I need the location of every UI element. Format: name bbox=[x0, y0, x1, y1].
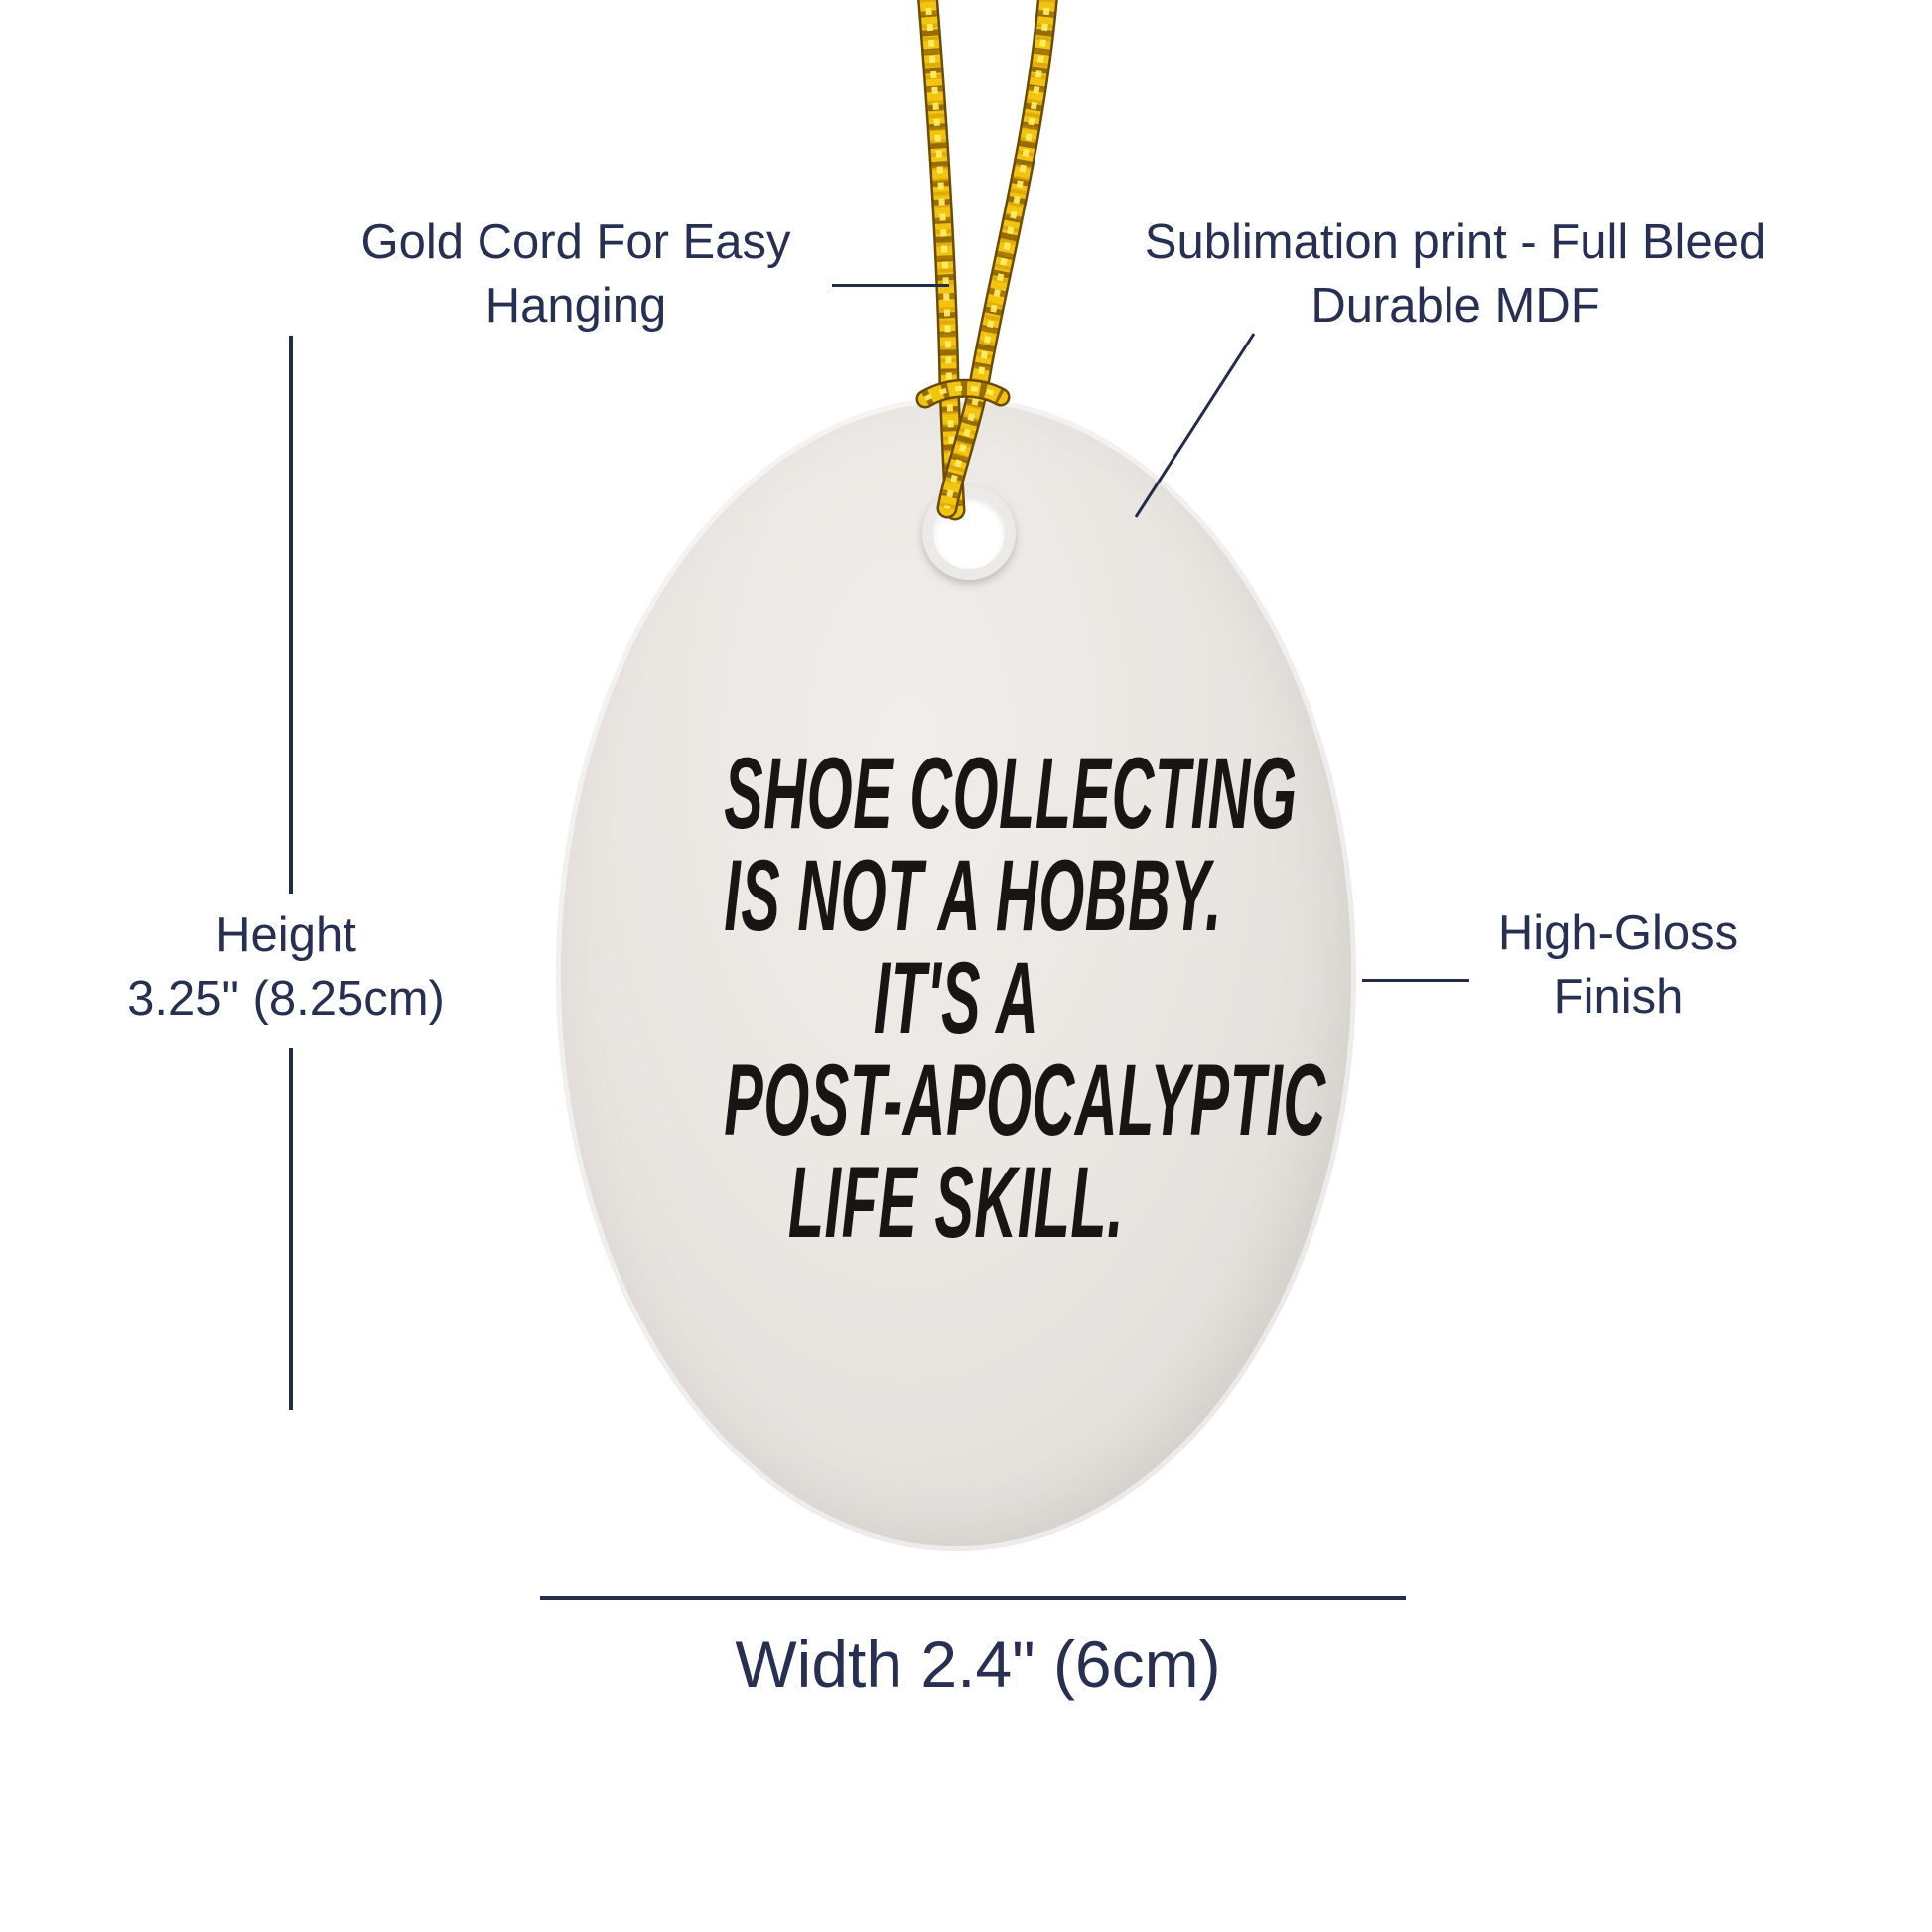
label-width: Width 2.4" (6cm) bbox=[630, 1624, 1325, 1704]
hanging-hole bbox=[922, 486, 1016, 580]
label-sublimation-print: Sublimation print - Full Bleed Durable M… bbox=[1106, 210, 1805, 338]
label-width-text: Width 2.4" (6cm) bbox=[735, 1627, 1221, 1701]
quote-line: IS NOT A HOBBY. bbox=[724, 839, 1223, 952]
quote-line: SHOE COLLECTING bbox=[724, 737, 1298, 850]
label-gold-cord-line1: Gold Cord For Easy bbox=[360, 215, 791, 269]
ornament-oval bbox=[556, 397, 1356, 1551]
cord-leader-line bbox=[832, 284, 949, 287]
label-sublimation-print-line1: Sublimation print - Full Bleed bbox=[1144, 215, 1767, 269]
height-dimension-line-top bbox=[289, 336, 293, 894]
quote-line: POST-APOCALYPTIC bbox=[724, 1043, 1326, 1157]
ornament-quote: SHOE COLLECTING IS NOT A HOBBY. IT'S A P… bbox=[724, 737, 1326, 1259]
width-dimension-line bbox=[540, 1596, 1406, 1600]
finish-leader-line bbox=[1362, 979, 1469, 982]
label-high-gloss-line1: High-Gloss bbox=[1497, 906, 1739, 960]
label-height-line1: Height bbox=[215, 908, 356, 962]
label-high-gloss-line2: Finish bbox=[1553, 970, 1684, 1024]
label-gold-cord-line2: Hanging bbox=[484, 279, 667, 333]
height-dimension-line-bottom bbox=[289, 1048, 293, 1410]
label-sublimation-print-line2: Durable MDF bbox=[1311, 279, 1600, 333]
label-height-line2: 3.25" (8.25cm) bbox=[127, 972, 445, 1026]
quote-line: LIFE SKILL. bbox=[787, 1146, 1125, 1259]
label-high-gloss: High-Gloss Finish bbox=[1449, 901, 1787, 1029]
label-height: Height 3.25" (8.25cm) bbox=[38, 903, 534, 1031]
quote-line: IT'S A bbox=[873, 941, 1039, 1054]
label-gold-cord: Gold Cord For Easy Hanging bbox=[278, 210, 874, 338]
